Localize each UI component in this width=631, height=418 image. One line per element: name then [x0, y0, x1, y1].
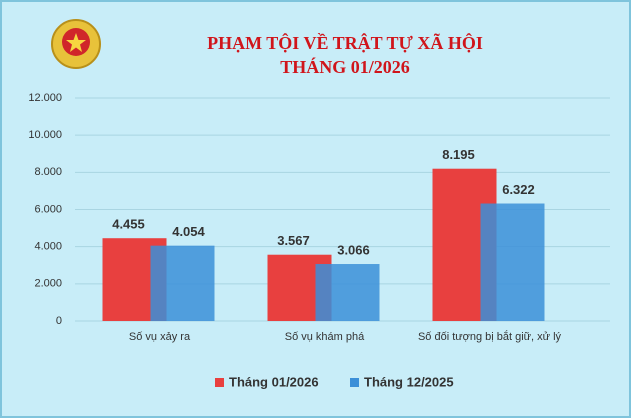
legend-swatch	[215, 378, 224, 387]
legend-label: Tháng 01/2026	[229, 374, 319, 389]
legend-label: Tháng 12/2025	[364, 374, 454, 389]
emblem	[51, 19, 101, 69]
y-tick-label: 10.000	[28, 129, 62, 141]
value-label: 4.455	[112, 217, 145, 232]
chart-title: PHẠM TỘI VỀ TRẬT TỰ XÃ HỘI	[207, 32, 483, 53]
x-tick-label: Số đối tượng bị bắt giữ, xử lý	[418, 330, 562, 343]
value-label: 8.195	[442, 147, 475, 162]
y-tick-label: 6.000	[34, 203, 62, 215]
bar	[315, 264, 380, 321]
y-tick-label: 4.000	[34, 241, 62, 253]
x-tick-label: Số vụ khám phá	[285, 331, 365, 343]
y-tick-label: 2.000	[34, 278, 62, 290]
y-tick-label: 8.000	[34, 166, 62, 178]
value-label: 4.054	[172, 224, 205, 239]
legend-swatch	[350, 378, 359, 387]
y-tick-label: 12.000	[28, 92, 62, 104]
value-label: 3.066	[337, 242, 370, 257]
y-tick-label: 0	[56, 315, 62, 327]
bar	[150, 245, 215, 321]
bar	[480, 203, 545, 321]
value-label: 6.322	[502, 182, 535, 197]
value-label: 3.567	[277, 233, 310, 248]
x-tick-label: Số vụ xảy ra	[129, 331, 191, 343]
chart-subtitle: THÁNG 01/2026	[280, 56, 410, 77]
